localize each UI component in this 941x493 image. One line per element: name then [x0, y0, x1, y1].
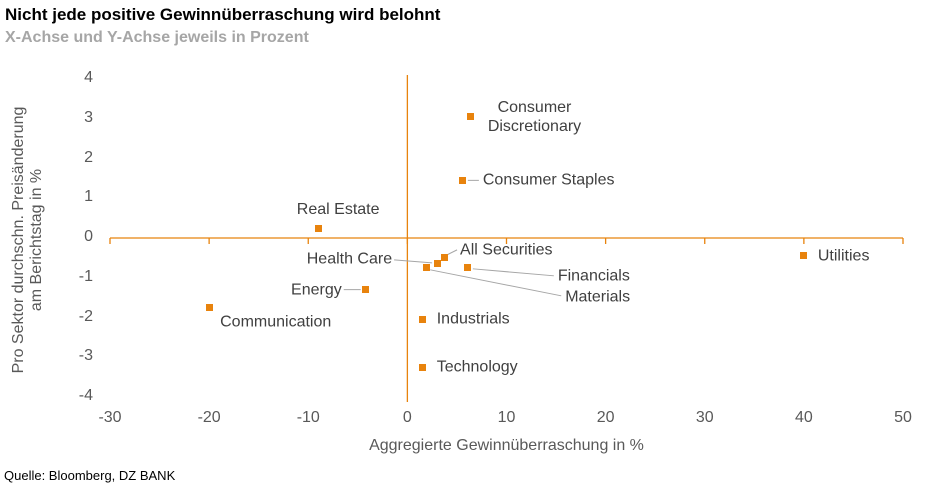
x-tick-label: 30 [695, 409, 714, 426]
data-point-communication [205, 304, 213, 312]
y-tick-label: 4 [84, 69, 93, 86]
data-point-label-real-estate: Real Estate [296, 201, 380, 219]
y-tick-label: 3 [84, 108, 93, 126]
data-point-financials [464, 264, 472, 272]
y-axis-title: Pro Sektor durchschn. Preisänderung am B… [10, 70, 46, 410]
data-point-consumer-discretionary [467, 113, 475, 121]
data-point-label-consumer-staples: Consumer Staples [482, 171, 615, 189]
y-tick-label: -1 [78, 267, 93, 285]
data-point-energy [362, 286, 370, 294]
data-point-all-securities [440, 254, 448, 262]
x-tick-label: -20 [197, 409, 221, 426]
x-tick-label: -10 [296, 409, 320, 426]
x-tick-label: 10 [497, 409, 516, 426]
data-point-label-communication: Communication [220, 313, 332, 331]
data-point-utilities [800, 252, 808, 260]
y-tick-label: -4 [78, 387, 93, 404]
data-point-label-consumer-discretionary: Consumer Discretionary [487, 98, 582, 135]
chart-subtitle: X-Achse und Y-Achse jeweils in Prozent [5, 29, 309, 46]
leader-line-all-securities [446, 249, 458, 256]
data-point-technology [419, 363, 427, 371]
source-note: Quelle: Bloomberg, DZ BANK [4, 468, 176, 483]
leader-line-health-care [394, 259, 433, 264]
data-point-label-all-securities: All Securities [460, 241, 553, 259]
data-point-label-technology: Technology [436, 358, 518, 376]
x-tick-label: -30 [98, 409, 122, 426]
y-tick-label: -3 [78, 347, 93, 365]
y-axis-title-line-2: am Berichtstag in % [28, 168, 45, 312]
data-point-label-materials: Materials [565, 288, 631, 306]
y-tick-label: 0 [84, 228, 93, 245]
leader-line-materials [430, 269, 562, 297]
data-point-health-care [433, 260, 441, 268]
x-tick-label: 20 [596, 409, 615, 426]
data-point-label-utilities: Utilities [817, 247, 870, 265]
x-tick-label: 50 [894, 409, 912, 426]
data-point-industrials [419, 315, 427, 323]
chart-title: Nicht jede positive Gewinnüberraschung w… [5, 5, 441, 24]
y-tick-label: 1 [84, 188, 93, 206]
x-tick-label: 0 [402, 409, 412, 426]
y-tick-label: 2 [84, 148, 93, 166]
data-point-label-energy: Energy [291, 281, 342, 299]
data-point-label-industrials: Industrials [436, 310, 510, 328]
x-axis-title: Aggregierte Gewinnüberraschung in % [369, 437, 644, 454]
data-point-real-estate [314, 224, 322, 232]
y-axis-title-line-1: Pro Sektor durchschn. Preisänderung [10, 106, 27, 374]
data-point-materials [422, 264, 430, 272]
y-tick-label: -2 [78, 307, 93, 325]
x-tick-label: 40 [794, 409, 813, 426]
data-point-label-financials: Financials [557, 267, 630, 285]
data-point-consumer-staples [459, 176, 467, 184]
leader-line-financials [472, 268, 554, 277]
data-point-label-health-care: Health Care [306, 250, 393, 268]
